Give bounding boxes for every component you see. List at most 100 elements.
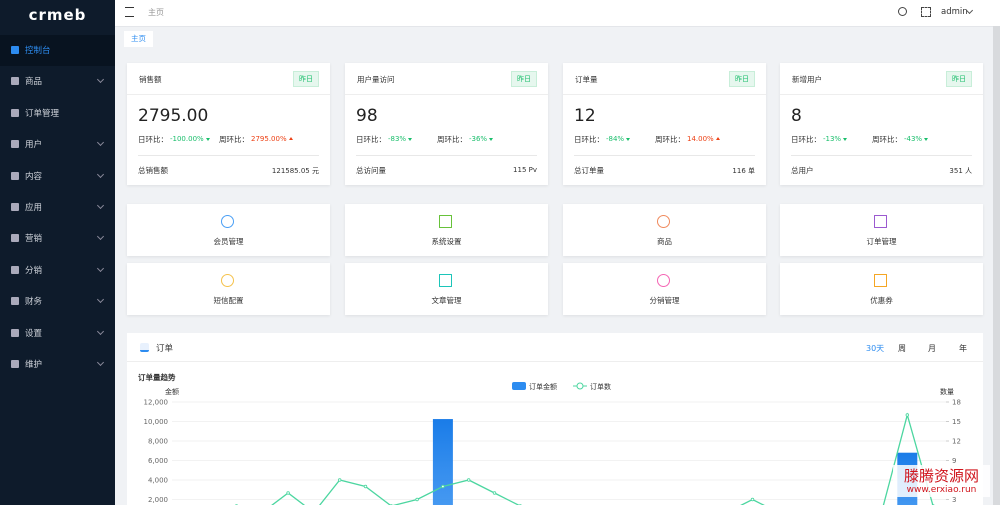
legend-label: 订单数	[590, 382, 611, 391]
stat-value: 12	[574, 106, 596, 126]
week-label: 周环比：	[219, 135, 249, 144]
shortcut-icon	[874, 274, 887, 287]
line-point	[492, 491, 497, 495]
change-value: 14.00%	[687, 135, 714, 143]
shortcut[interactable]: 系统设置	[345, 204, 548, 256]
menu-label: 控制台	[25, 46, 51, 56]
line	[271, 412, 934, 505]
menu-item[interactable]: 设置	[0, 318, 115, 349]
shortcut[interactable]: 分销管理	[563, 263, 766, 315]
y-tick-label: 4,000	[148, 477, 168, 485]
shortcut[interactable]: 优惠券	[780, 263, 983, 315]
menu-item[interactable]: 商品	[0, 66, 115, 97]
menu-label: 财务	[25, 297, 43, 308]
tab-bar: 主页	[115, 26, 993, 51]
menu-item[interactable]: 营销	[0, 223, 115, 254]
menu-item[interactable]: 内容	[0, 161, 115, 192]
badge: 昨日	[946, 71, 972, 87]
shortcut[interactable]: 订单管理	[780, 204, 983, 256]
scrollbar	[993, 26, 1000, 505]
panel-divider	[127, 361, 983, 362]
card-divider	[563, 94, 766, 95]
menu-icon	[11, 203, 19, 211]
shortcut[interactable]: 会员管理	[127, 204, 330, 256]
sidebar: crmeb 控制台 商品 订单管理 用户 内容 应用 营销 分销 财务 设置 维护	[0, 0, 115, 505]
day-label: 日环比：	[138, 135, 168, 144]
menu-item[interactable]: 订单管理	[0, 98, 115, 129]
menu-arrow	[96, 201, 105, 210]
period-tab[interactable]: 30天	[866, 344, 885, 353]
change-arrow	[626, 138, 630, 141]
badge: 昨日	[729, 71, 755, 87]
menu-item[interactable]: 用户	[0, 129, 115, 160]
tab[interactable]: 主页	[124, 31, 153, 47]
menu-arrow	[96, 76, 105, 84]
menu-icon	[11, 297, 19, 306]
shortcut-icon	[439, 215, 452, 228]
stat-value: 2795.00	[138, 106, 209, 126]
shortcut[interactable]: 文章管理	[345, 263, 548, 315]
shortcut-label: 文章管理	[431, 296, 462, 305]
shortcut-icon	[874, 215, 887, 228]
menu-arrow	[96, 264, 105, 272]
menu-arrow	[96, 327, 105, 335]
menu-label: 内容	[25, 171, 43, 182]
menu-label: 维护	[25, 360, 43, 370]
y2-tick-label: 15	[952, 418, 961, 426]
period-tab[interactable]: 年	[959, 344, 967, 353]
shortcut-label: 会员管理	[213, 237, 244, 246]
menu-toggle[interactable]	[125, 7, 134, 17]
menu-item[interactable]: 维护	[0, 349, 115, 380]
shortcut-label: 优惠券	[870, 296, 893, 305]
menu-arrow	[96, 170, 105, 178]
menu-item[interactable]: 应用	[0, 192, 115, 223]
card-divider	[345, 94, 548, 95]
order-panel: 订单 30天 周 月 年	[127, 333, 983, 505]
change-value: -13%	[823, 135, 842, 143]
total-value: 121585.05 元	[271, 167, 319, 175]
stat-card: 用户量访问 昨日 98 日环比： -83% 周环比： -36% 总访问量 115 Pv	[345, 63, 548, 185]
shortcut[interactable]: 商品	[563, 204, 766, 256]
change-value: -83%	[388, 135, 407, 143]
chart-title: 订单量趋势	[138, 372, 176, 382]
day-label: 日环比：	[356, 135, 386, 144]
menu-icon	[11, 140, 19, 149]
card-divider	[356, 155, 537, 156]
total-label: 总订单量	[574, 166, 604, 175]
menu-icon	[11, 77, 19, 86]
menu-label: 营销	[25, 234, 43, 245]
change-value: -43%	[904, 135, 923, 143]
panel-title: 订单	[156, 344, 174, 354]
shortcut-icon	[657, 215, 670, 228]
card-title: 订单量	[575, 75, 598, 84]
week-label: 周环比：	[655, 135, 685, 144]
menu-label: 用户	[25, 140, 43, 151]
card-divider	[791, 155, 972, 156]
shortcut-label: 分销管理	[649, 296, 680, 305]
shortcut-icon	[221, 274, 234, 287]
y-tick-label: 8,000	[148, 438, 168, 446]
period-tab[interactable]: 月	[928, 344, 936, 353]
menu-item[interactable]: 财务	[0, 286, 115, 317]
badge: 昨日	[293, 71, 319, 87]
total-value: 351 人	[949, 167, 972, 175]
change-arrow	[289, 137, 293, 140]
period-tab[interactable]: 周	[898, 344, 906, 353]
menu-item[interactable]: 控制台	[0, 35, 115, 66]
card-divider	[138, 155, 319, 156]
search-icon[interactable]	[898, 7, 907, 16]
menu-icon	[11, 46, 19, 54]
menu-item[interactable]: 分销	[0, 255, 115, 286]
day-label: 日环比：	[791, 135, 821, 144]
line-point	[905, 413, 909, 417]
change-value: -100.00%	[170, 135, 204, 143]
shortcut-label: 订单管理	[866, 237, 897, 246]
user-menu[interactable]: admin	[941, 7, 968, 17]
shortcut[interactable]: 短信配置	[127, 263, 330, 315]
y2-tick-label: 3	[952, 496, 956, 504]
change-arrow	[408, 138, 412, 141]
menu-icon	[11, 108, 19, 117]
y2-tick-label: 12	[952, 438, 961, 446]
legend-label: 订单金额	[529, 382, 557, 391]
fullscreen-icon[interactable]	[921, 7, 931, 17]
